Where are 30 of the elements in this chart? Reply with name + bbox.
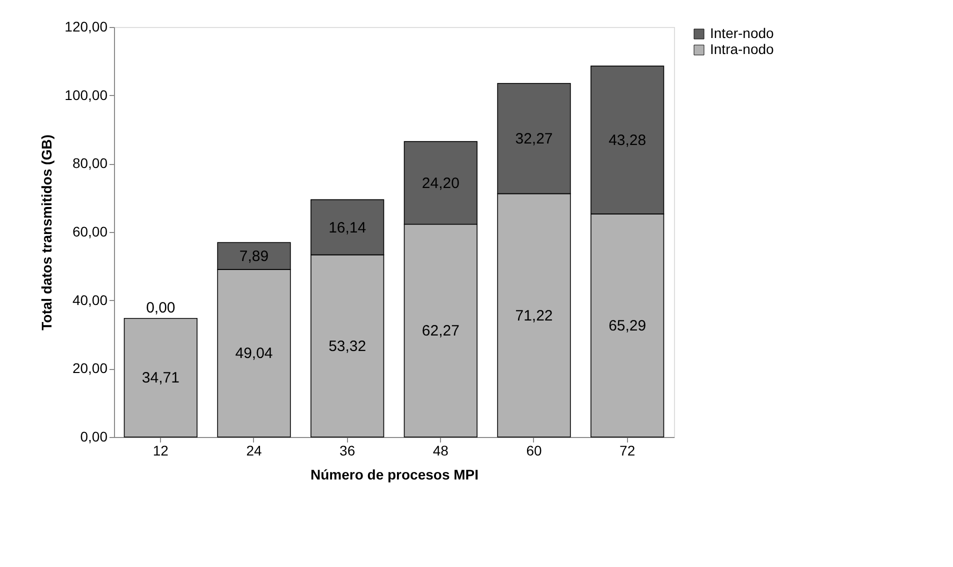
y-tick-label: 100,00 [64, 86, 108, 103]
legend-label: Intra-nodo [710, 41, 774, 57]
x-tick-label: 24 [246, 442, 262, 458]
y-tick-label: 40,00 [72, 292, 108, 308]
data-label: 65,29 [608, 317, 646, 334]
data-label: 43,28 [608, 132, 646, 149]
x-tick-label: 60 [526, 442, 542, 458]
data-label: 34,71 [142, 370, 180, 387]
y-tick-label: 0,00 [80, 428, 108, 444]
y-tick-label: 20,00 [72, 360, 108, 376]
x-axis-title: Número de procesos MPI [310, 466, 479, 482]
data-label: 71,22 [515, 307, 553, 324]
y-tick-label: 80,00 [72, 155, 108, 172]
y-axis-title: Total datos transmitidos (GB) [38, 134, 55, 330]
x-tick-label: 12 [152, 442, 169, 458]
bar [124, 318, 198, 438]
legend-label: Inter-nodo [710, 25, 774, 41]
data-label: 16,14 [328, 219, 366, 236]
x-tick-label: 36 [340, 442, 356, 458]
data-label: 53,32 [328, 338, 366, 355]
x-tick-label: 72 [620, 442, 636, 458]
data-label: 7,89 [239, 248, 269, 265]
data-label: 49,04 [235, 345, 273, 362]
y-tick-label: 120,00 [64, 18, 108, 34]
x-tick-label: 48 [432, 442, 449, 458]
data-label: 62,27 [422, 322, 460, 340]
data-label: 32,27 [515, 130, 553, 148]
y-tick-label: 60,00 [72, 224, 108, 240]
data-label: 24,20 [422, 174, 460, 192]
data-label: 0,00 [146, 299, 176, 316]
